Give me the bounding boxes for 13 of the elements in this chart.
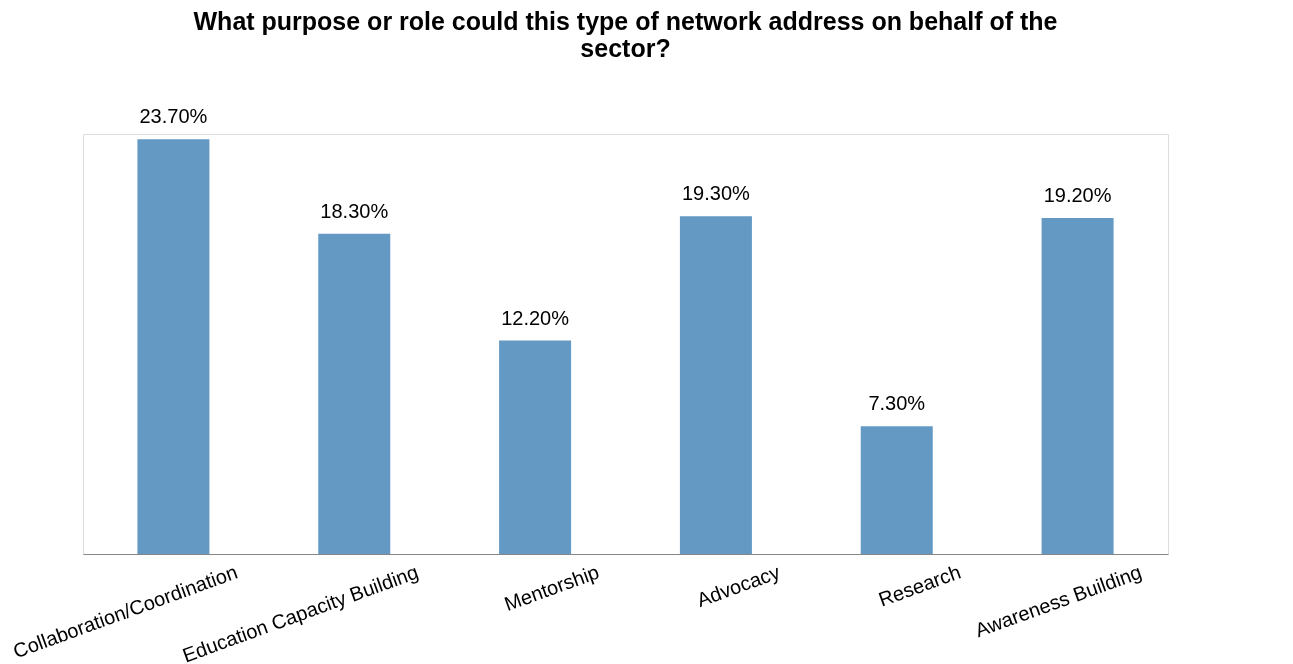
data-label: 7.30%: [868, 392, 926, 415]
bar: [137, 139, 210, 554]
bar: [1041, 218, 1114, 554]
bar: [679, 216, 752, 554]
data-label: 12.20%: [501, 306, 570, 329]
chart-title: What purpose or role could this type of network address on behalf of the sector?: [193, 7, 1058, 63]
data-label: 19.30%: [681, 182, 751, 205]
bar: [499, 340, 572, 554]
data-label: 18.30%: [320, 199, 389, 222]
bar: [318, 233, 391, 554]
data-label: 19.20%: [1043, 184, 1112, 206]
data-label: 23.70%: [139, 105, 208, 128]
bar: [860, 426, 933, 554]
